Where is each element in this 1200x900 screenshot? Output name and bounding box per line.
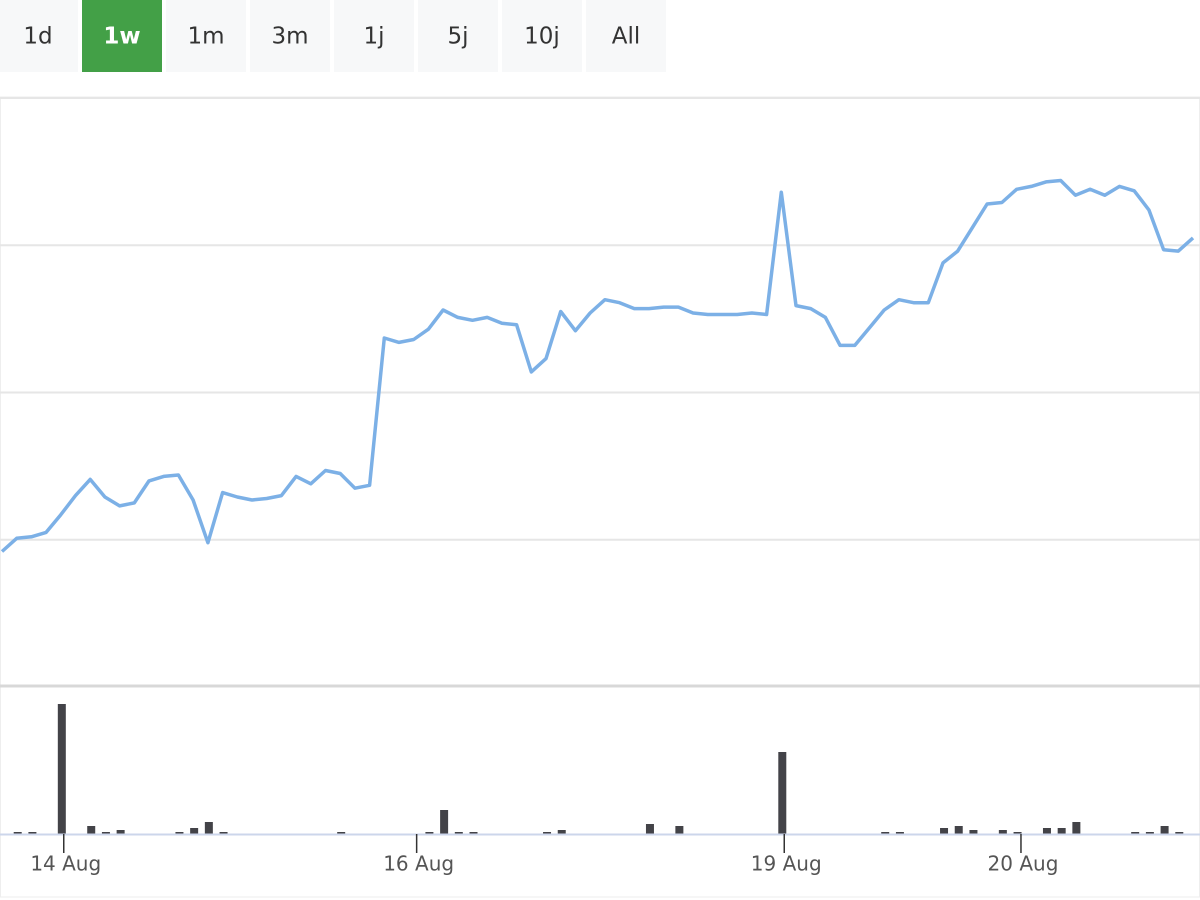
- volume-bar: [219, 832, 228, 834]
- range-button[interactable]: [250, 0, 330, 72]
- range-button-label[interactable]: 10j: [524, 24, 560, 50]
- volume-bar: [1072, 822, 1081, 834]
- volume-bar: [190, 828, 199, 834]
- range-button-label[interactable]: 1j: [363, 24, 384, 50]
- volume-bar: [1131, 832, 1140, 834]
- volume-bar: [1175, 832, 1184, 834]
- volume-bar: [101, 832, 110, 834]
- volume-bar: [778, 752, 787, 834]
- range-button-label[interactable]: 3m: [271, 24, 308, 50]
- volume-bar: [998, 830, 1007, 834]
- volume-bar: [337, 832, 346, 834]
- range-button-label[interactable]: All: [612, 24, 641, 50]
- volume-bar: [1057, 828, 1066, 834]
- range-button-label[interactable]: 5j: [447, 24, 468, 50]
- x-tick-label: 19 Aug: [751, 852, 822, 876]
- volume-bar: [557, 830, 566, 834]
- range-button-label[interactable]: 1m: [187, 24, 224, 50]
- range-button[interactable]: [0, 0, 78, 72]
- plot-frame: [0, 96, 1200, 898]
- volume-bar: [175, 832, 184, 834]
- volume-bar: [895, 832, 904, 834]
- range-button[interactable]: [334, 0, 414, 72]
- volume-bar: [1160, 826, 1169, 834]
- volume-bar: [440, 810, 449, 834]
- volume-bar: [645, 824, 654, 834]
- volume-bar: [1145, 832, 1154, 834]
- volume-bar: [543, 832, 552, 834]
- volume-bar: [116, 830, 125, 834]
- volume-bar: [1013, 832, 1022, 834]
- x-tick-label: 16 Aug: [383, 852, 454, 876]
- x-tick-label: 14 Aug: [30, 852, 101, 876]
- volume-bar: [28, 832, 37, 834]
- volume-bar: [969, 830, 978, 834]
- range-button[interactable]: [418, 0, 498, 72]
- volume-bar: [954, 826, 963, 834]
- range-button-label[interactable]: 1w: [103, 24, 140, 50]
- range-button[interactable]: [166, 0, 246, 72]
- range-button-label[interactable]: 1d: [23, 24, 52, 50]
- price-line: [0, 178, 1195, 553]
- volume-bar: [940, 828, 949, 834]
- volume-bar: [469, 832, 478, 834]
- volume-bar: [57, 704, 66, 834]
- volume-bar: [425, 832, 434, 834]
- x-tick-label: 20 Aug: [988, 852, 1059, 876]
- volume-bar: [1042, 828, 1051, 834]
- volume-bar: [675, 826, 684, 834]
- volume-bar: [87, 826, 96, 834]
- range-button[interactable]: [82, 0, 162, 72]
- range-button[interactable]: [586, 0, 666, 72]
- volume-bar: [881, 832, 890, 834]
- volume-bar: [13, 832, 22, 834]
- volume-bar: [454, 832, 463, 834]
- range-button[interactable]: [502, 0, 582, 72]
- volume-bar: [204, 822, 213, 834]
